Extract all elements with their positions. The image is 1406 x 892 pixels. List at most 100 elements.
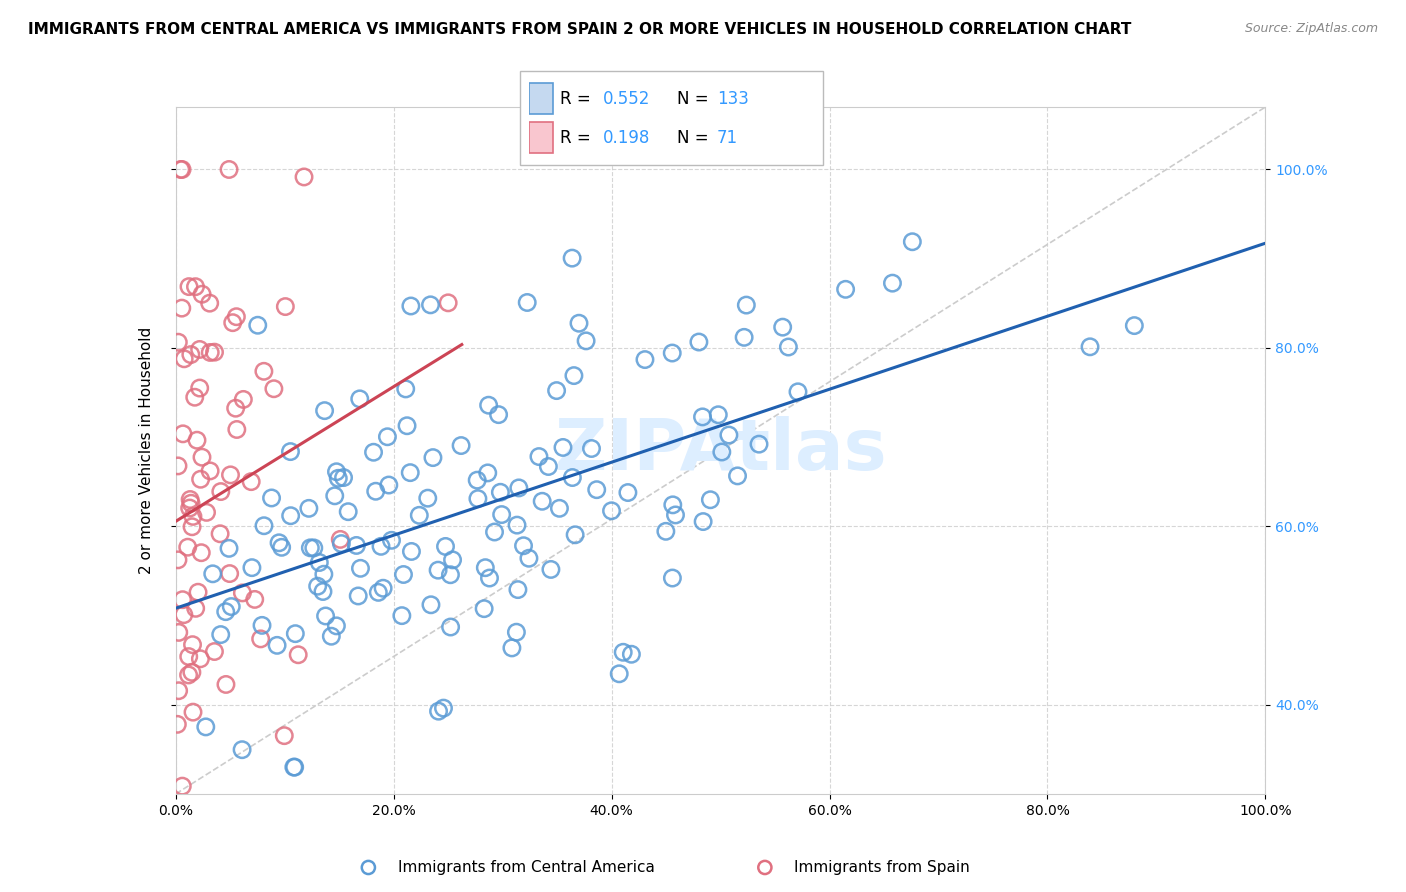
Point <box>600 504 623 518</box>
Point <box>177 540 200 554</box>
Point <box>561 251 583 265</box>
Point <box>506 518 529 533</box>
Point <box>263 382 285 396</box>
Point <box>172 592 194 607</box>
Text: 0.552: 0.552 <box>603 90 650 108</box>
Point <box>167 553 190 567</box>
Point <box>172 426 194 441</box>
Point <box>308 556 330 570</box>
Point <box>198 464 221 478</box>
Point <box>551 441 574 455</box>
Point <box>634 352 657 367</box>
Point <box>396 418 419 433</box>
Point <box>416 491 439 505</box>
Point <box>181 509 204 524</box>
Point <box>772 320 794 334</box>
Text: R =: R = <box>560 90 596 108</box>
Point <box>707 408 730 422</box>
Point <box>378 478 401 492</box>
Point <box>218 162 240 177</box>
Point <box>527 450 550 464</box>
Point <box>512 539 534 553</box>
Point <box>491 508 513 522</box>
Point <box>562 368 585 383</box>
Point <box>508 481 530 495</box>
Point <box>692 409 714 424</box>
Point <box>231 586 253 600</box>
Point <box>188 343 211 357</box>
Point <box>699 492 721 507</box>
Point <box>280 508 302 523</box>
Point <box>540 562 562 576</box>
Point <box>661 571 683 585</box>
Point <box>349 561 371 575</box>
Point <box>191 287 214 301</box>
Point <box>267 536 290 550</box>
Point <box>209 627 232 641</box>
Point <box>399 299 422 313</box>
Point <box>219 467 242 482</box>
Point <box>531 494 554 508</box>
Point <box>439 567 461 582</box>
Point <box>215 605 238 619</box>
Point <box>173 607 195 622</box>
Point <box>299 541 322 555</box>
Point <box>380 533 402 548</box>
Point <box>307 579 329 593</box>
Point <box>357 860 380 874</box>
Point <box>250 618 273 632</box>
Point <box>181 520 204 534</box>
Point <box>371 581 394 595</box>
Point <box>284 760 307 774</box>
Point <box>517 551 540 566</box>
Point <box>1123 318 1146 333</box>
Point <box>292 169 315 184</box>
Point <box>321 629 343 643</box>
Point <box>661 346 683 360</box>
Point <box>240 475 263 489</box>
Point <box>516 295 538 310</box>
Point <box>284 626 307 640</box>
Point <box>270 541 292 555</box>
Point <box>489 485 512 500</box>
Point <box>266 638 288 652</box>
Y-axis label: 2 or more Vehicles in Household: 2 or more Vehicles in Household <box>139 326 155 574</box>
Point <box>1078 340 1101 354</box>
Point <box>727 469 749 483</box>
Point <box>505 625 527 640</box>
Point <box>395 382 418 396</box>
Point <box>167 335 190 350</box>
Point <box>575 334 598 348</box>
Point <box>200 345 222 359</box>
Point <box>330 536 353 550</box>
Point <box>662 498 685 512</box>
Point <box>181 705 204 719</box>
Point <box>450 439 472 453</box>
Point <box>561 470 583 484</box>
Point <box>302 541 325 555</box>
Point <box>692 515 714 529</box>
Point <box>190 472 212 486</box>
Point <box>232 392 254 407</box>
Point <box>401 544 423 558</box>
Point <box>901 235 924 249</box>
Point <box>218 541 240 556</box>
Point <box>225 310 247 324</box>
Point <box>664 508 686 522</box>
Point <box>370 539 392 553</box>
Point <box>166 717 188 731</box>
Point <box>399 466 422 480</box>
Point <box>180 665 202 680</box>
Point <box>186 434 208 448</box>
Point <box>179 501 201 516</box>
Point <box>787 384 810 399</box>
Point <box>548 501 571 516</box>
Point <box>218 566 240 581</box>
Point <box>437 295 460 310</box>
Point <box>478 571 501 585</box>
Point <box>735 298 758 312</box>
Point <box>834 282 856 296</box>
Point <box>427 563 450 577</box>
Point <box>467 491 489 506</box>
Text: Immigrants from Central America: Immigrants from Central America <box>398 860 655 875</box>
